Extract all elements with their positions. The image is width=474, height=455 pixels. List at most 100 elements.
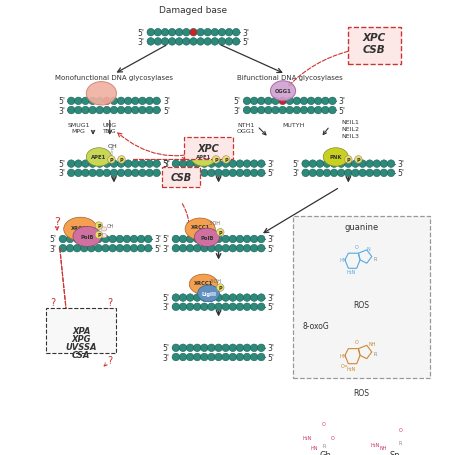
Circle shape	[96, 107, 103, 115]
Text: XPC: XPC	[198, 143, 219, 153]
Text: 3': 3'	[397, 160, 404, 169]
Text: 5': 5'	[163, 160, 170, 169]
Text: HN: HN	[310, 445, 318, 450]
Text: UVSSA: UVSSA	[65, 342, 97, 351]
FancyBboxPatch shape	[162, 167, 200, 187]
Circle shape	[89, 170, 96, 177]
Text: XPG: XPG	[72, 334, 91, 344]
Circle shape	[359, 161, 366, 168]
Text: NH: NH	[380, 445, 387, 450]
Circle shape	[328, 98, 336, 106]
Circle shape	[243, 294, 251, 302]
Text: CSB: CSB	[363, 45, 386, 55]
Circle shape	[201, 170, 208, 177]
Circle shape	[138, 170, 146, 177]
Ellipse shape	[73, 227, 101, 247]
Text: ?: ?	[107, 355, 112, 365]
Circle shape	[74, 170, 82, 177]
Circle shape	[102, 236, 109, 243]
Text: P: P	[119, 157, 123, 162]
Circle shape	[89, 107, 96, 115]
Circle shape	[225, 39, 233, 46]
Circle shape	[204, 39, 211, 46]
Circle shape	[243, 354, 251, 361]
Text: 3': 3'	[267, 235, 274, 244]
Circle shape	[243, 303, 251, 311]
Text: 5'Grp: 5'Grp	[110, 145, 114, 157]
Text: Gh: Gh	[320, 450, 332, 455]
Text: Monofunctional DNA glycosylases: Monofunctional DNA glycosylases	[55, 75, 173, 81]
Circle shape	[387, 170, 395, 177]
Text: P: P	[219, 285, 222, 290]
Ellipse shape	[194, 228, 219, 247]
Text: ?: ?	[107, 297, 112, 307]
Text: 5': 5'	[58, 97, 65, 106]
Circle shape	[293, 107, 301, 115]
Text: 3': 3'	[163, 244, 170, 253]
Circle shape	[204, 30, 211, 37]
Circle shape	[123, 245, 131, 253]
Circle shape	[366, 161, 374, 168]
Circle shape	[193, 294, 201, 302]
Circle shape	[193, 303, 201, 311]
Circle shape	[212, 157, 220, 164]
Circle shape	[161, 30, 169, 37]
Circle shape	[215, 303, 222, 311]
Circle shape	[201, 344, 208, 352]
Text: 3'OH: 3'OH	[209, 279, 221, 284]
Text: 5': 5'	[137, 29, 145, 38]
Circle shape	[236, 344, 244, 352]
Circle shape	[208, 161, 215, 168]
Circle shape	[147, 30, 155, 37]
Circle shape	[138, 161, 146, 168]
Circle shape	[215, 161, 222, 168]
Text: 5': 5'	[242, 38, 249, 47]
Circle shape	[208, 294, 215, 302]
Text: MUTYH: MUTYH	[283, 122, 305, 127]
Circle shape	[89, 98, 96, 106]
Circle shape	[186, 354, 194, 361]
Circle shape	[345, 157, 352, 164]
Circle shape	[102, 245, 109, 253]
Text: XRCC1: XRCC1	[71, 225, 90, 230]
Text: APE1: APE1	[91, 155, 107, 160]
Circle shape	[95, 232, 103, 239]
Circle shape	[145, 245, 152, 253]
Circle shape	[222, 354, 229, 361]
Circle shape	[95, 245, 102, 253]
Circle shape	[73, 245, 81, 253]
Circle shape	[257, 245, 265, 253]
Text: O: O	[355, 340, 359, 345]
Text: OGG1: OGG1	[237, 129, 255, 134]
Circle shape	[82, 161, 89, 168]
Text: P: P	[109, 157, 113, 162]
Circle shape	[124, 107, 132, 115]
Circle shape	[172, 161, 180, 168]
Circle shape	[59, 236, 67, 243]
Circle shape	[225, 30, 233, 37]
Circle shape	[172, 245, 180, 253]
Circle shape	[201, 354, 208, 361]
Circle shape	[217, 284, 224, 292]
Circle shape	[131, 161, 139, 168]
Text: PolB: PolB	[81, 234, 94, 239]
Circle shape	[352, 170, 359, 177]
Circle shape	[131, 98, 139, 106]
Text: HN: HN	[339, 258, 347, 263]
Circle shape	[243, 170, 251, 177]
Ellipse shape	[86, 82, 117, 106]
Text: CSA: CSA	[72, 350, 91, 359]
Text: 5': 5'	[267, 303, 274, 312]
Circle shape	[321, 98, 329, 106]
Text: 3': 3'	[163, 353, 170, 362]
Circle shape	[208, 303, 215, 311]
Circle shape	[380, 170, 388, 177]
Circle shape	[193, 354, 201, 361]
Circle shape	[236, 170, 244, 177]
Text: 3': 3'	[155, 235, 162, 244]
Circle shape	[96, 161, 103, 168]
Text: 5': 5'	[292, 160, 300, 169]
Text: 3': 3'	[58, 169, 65, 178]
Text: 5': 5'	[163, 344, 170, 353]
Circle shape	[211, 39, 219, 46]
